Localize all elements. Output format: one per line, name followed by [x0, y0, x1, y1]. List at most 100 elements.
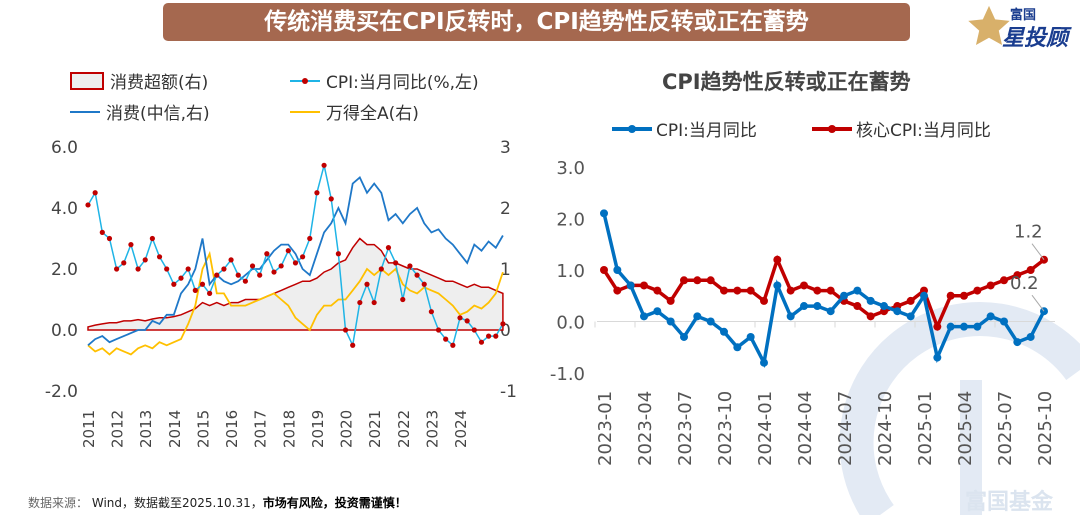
- cpi-point: [960, 322, 968, 331]
- cpi-left-point: [285, 248, 291, 254]
- legend-line-marker-swatch: [290, 77, 320, 84]
- legend-excess: 消费超额(右): [70, 68, 208, 93]
- cpi-left-point: [307, 235, 313, 242]
- cpi-left-point: [486, 333, 492, 339]
- cpi-left-point: [207, 290, 213, 296]
- footer: 数据来源： Wind，数据截至2025.10.31，市场有风险，投资需谨慎！: [28, 494, 407, 511]
- x-tick-label: 2023-07: [675, 391, 696, 466]
- cpi-left-point: [278, 263, 284, 269]
- cpi-left-point: [471, 327, 477, 333]
- cpi-left-point: [428, 309, 434, 315]
- cpi-left-point: [378, 266, 384, 272]
- core-cpi-point: [760, 296, 768, 305]
- cpi-point: [760, 358, 768, 367]
- watermark-text: 富国基金: [965, 490, 1054, 515]
- cpi-left-point: [121, 260, 127, 266]
- cpi-point: [826, 307, 835, 316]
- core-cpi-point: [973, 286, 982, 295]
- x-tick-label: 2024-01: [755, 391, 776, 466]
- core-cpi-point: [866, 312, 875, 321]
- x-tick-label: 2011: [80, 410, 98, 448]
- cpi-point: [600, 209, 608, 218]
- cpi-left-point: [421, 281, 427, 287]
- cpi-point: [813, 302, 822, 311]
- cpi-left-point: [385, 245, 392, 251]
- legend-label: 消费(中信,右): [106, 104, 210, 124]
- cpi-point: [1026, 332, 1035, 341]
- cpi-left-point: [178, 275, 184, 281]
- legend-line-marker-swatch: [612, 124, 652, 133]
- x-tick-label: 2016: [223, 410, 241, 448]
- core-cpi-point: [706, 276, 715, 285]
- legend-area-swatch: [70, 71, 104, 90]
- y-tick-label: -1.0: [550, 364, 585, 385]
- y-left-tick-label: -2.0: [45, 382, 78, 402]
- legend-line-swatch: [70, 110, 100, 113]
- x-tick-label: 2024-10: [875, 391, 896, 466]
- x-tick-label: 2025-01: [915, 391, 936, 466]
- legend-label: 核心CPI:当月同比: [856, 121, 991, 141]
- core-cpi-point: [813, 286, 822, 295]
- cpi-left-point: [271, 269, 277, 275]
- cpi-left-point: [335, 251, 341, 257]
- cpi-left-point: [292, 260, 299, 266]
- source-text: Wind，数据截至2025.10.31，: [91, 496, 263, 510]
- cpi-left-point: [457, 315, 463, 321]
- star-icon: [968, 5, 1010, 46]
- cpi-left-point: [464, 318, 470, 324]
- annotation-core-cpi-last: 1.2: [1014, 222, 1043, 243]
- cpi-point: [746, 332, 755, 341]
- cpi-point: [946, 322, 955, 331]
- cpi-point: [840, 291, 848, 300]
- core-cpi-point: [773, 255, 782, 264]
- cpi-point: [986, 312, 995, 321]
- x-tick-label: 2012: [109, 410, 127, 448]
- y-right-tick-label: 0: [500, 321, 511, 341]
- core-cpi-point: [640, 281, 648, 290]
- cpi-point: [920, 291, 928, 300]
- cpi-left-point: [85, 202, 91, 208]
- cpi-left-point: [171, 281, 177, 287]
- cpi-left-point: [249, 263, 256, 269]
- cpi-left-point: [450, 342, 456, 348]
- cpi-left-point: [214, 272, 220, 278]
- core-cpi-point: [946, 291, 955, 300]
- core-cpi-point: [826, 286, 835, 295]
- cpi-point: [933, 353, 942, 362]
- cpi-point: [893, 307, 902, 316]
- watermark-arc: [839, 302, 1080, 515]
- y-right-tick-label: 1: [500, 260, 511, 280]
- cpi-point: [680, 332, 688, 341]
- x-tick-label: 2025-10: [1035, 391, 1056, 466]
- legend-label: CPI:当月同比(%,左): [326, 73, 479, 93]
- cpi-left-point: [185, 266, 191, 272]
- core-cpi-point: [653, 286, 662, 295]
- y-left-tick-label: 0.0: [51, 321, 78, 341]
- cpi-left-point: [500, 321, 506, 327]
- core-cpi-point: [786, 286, 795, 295]
- page-title: 传统消费买在CPI反转时，CPI趋势性反转或正在蓄势: [264, 9, 809, 35]
- x-tick-label: 2025-07: [995, 391, 1016, 466]
- cpi-left-point: [400, 296, 406, 303]
- y-left-tick-label: 4.0: [51, 199, 78, 219]
- cpi-left-point: [142, 257, 148, 263]
- y-left-tick-label: 2.0: [51, 260, 78, 280]
- core-cpi-point: [906, 296, 915, 305]
- cpi-left-point: [371, 299, 377, 306]
- cpi-left-point: [321, 162, 327, 168]
- cpi-point: [720, 327, 728, 336]
- cpi-left-point: [407, 263, 413, 269]
- core-cpi-point: [720, 286, 728, 295]
- legend-cpi-left: CPI:当月同比(%,左): [290, 68, 479, 93]
- x-tick-label: 2023-04: [635, 391, 656, 466]
- cpi-point: [613, 266, 622, 274]
- cpi-left-point: [199, 281, 206, 287]
- cpi-left-point: [314, 190, 320, 196]
- x-tick-label: 2022: [395, 410, 413, 448]
- cpi-point: [693, 312, 702, 321]
- cpi-point: [866, 296, 875, 305]
- cpi-point: [733, 343, 742, 352]
- cpi-left-point: [149, 235, 155, 242]
- cpi-left-point: [192, 287, 198, 293]
- legend-cpi: CPI:当月同比: [612, 116, 757, 141]
